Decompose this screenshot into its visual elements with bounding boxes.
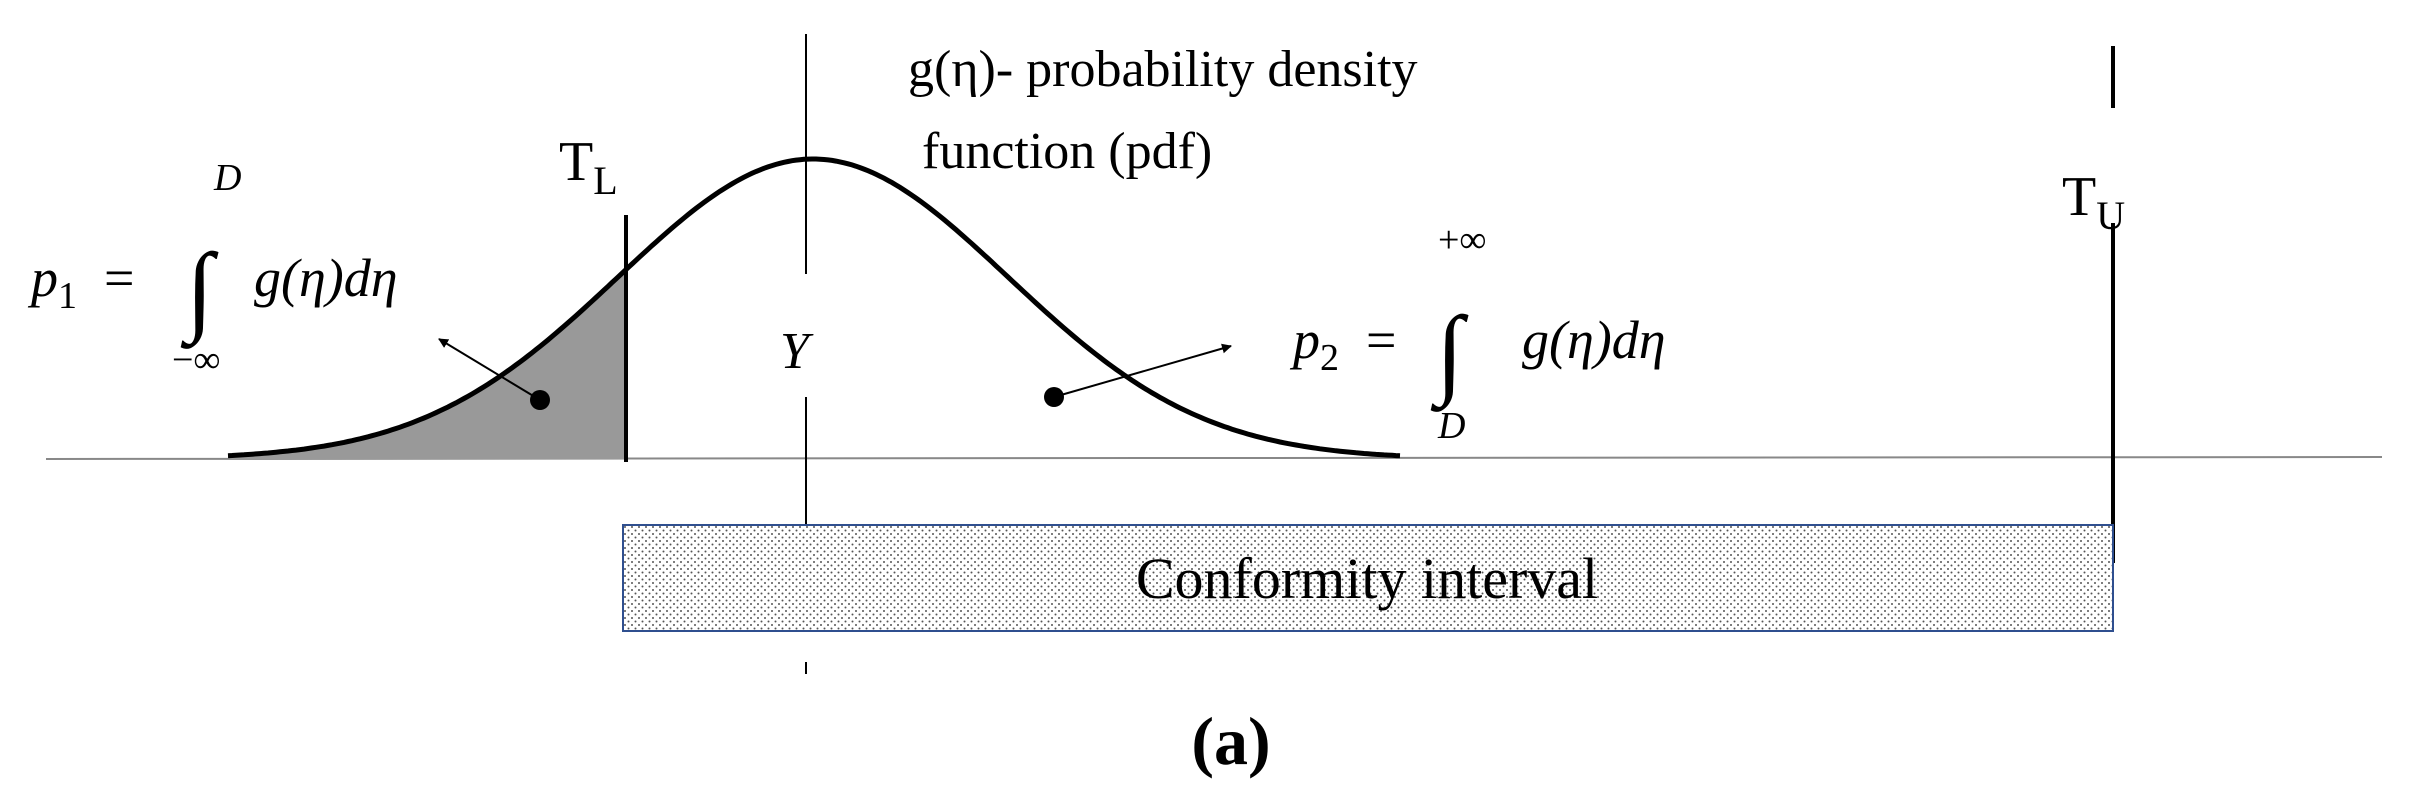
conformity-interval [622,524,2114,632]
p2-integral: ∫ [1430,296,1469,412]
subscript: 2 [1320,337,1339,379]
symbol: p [27,248,58,308]
p2-integrand: g(η)dη [1522,310,1666,370]
label-base: T [2062,166,2096,228]
p1-integral: ∫ [180,233,219,349]
dot [1044,387,1064,407]
p1-upper: D [213,157,241,199]
caption: (a) [1191,703,1270,779]
subscript: 1 [58,275,77,317]
label-sub: L [593,158,617,203]
arrow [438,338,541,401]
shaded-tail [228,269,626,459]
p2-eq: = [1366,310,1396,370]
pdf-curve [227,156,1401,459]
p1-integrand: g(η)dη [254,248,398,308]
pdf-label: g(η)- probability density [908,41,1418,98]
p1-lower: −∞ [172,339,221,381]
dot [530,390,550,410]
pdf-label: function (pdf) [922,123,1212,180]
symbol: p [1289,310,1320,370]
mean-label: Y [780,323,814,380]
label-base: T [559,131,593,193]
p2-lower: D [1437,405,1465,447]
p1-eq: = [104,248,134,308]
p2-upper: +∞ [1438,219,1487,261]
p2-symbol: p2 [1289,310,1339,379]
interval-label: Conformity interval [1136,546,1598,611]
p1-symbol: p1 [27,248,77,317]
arrow [1053,343,1232,398]
label-sub: U [2096,193,2125,238]
lower-limit-label: TL [559,131,618,203]
upper-limit-label: TU [2062,166,2125,238]
